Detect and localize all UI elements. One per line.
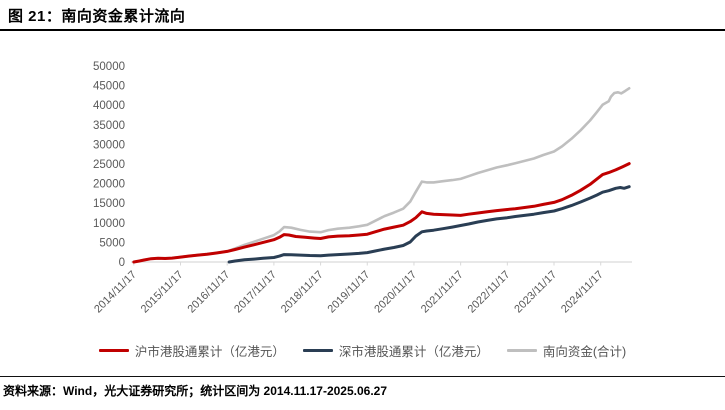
legend-swatch-sz — [302, 349, 333, 352]
legend-item-sz: 深市港股通累计（亿港元） — [302, 341, 489, 360]
legend-item-sh: 沪市港股通累计（亿港元） — [98, 341, 285, 360]
x-axis-tick-label: 2015/11/17 — [139, 269, 186, 316]
chart-canvas: 0 5000 10000 15000 20000 25000 30000 35000 40000… — [92, 61, 632, 316]
y-axis-tick-label: 5000 — [99, 237, 125, 249]
y-axis-tick-label: 50000 — [93, 61, 125, 73]
x-axis-tick-label: 2014/11/17 — [92, 269, 139, 316]
line-chart: 0 5000 10000 15000 20000 25000 30000 35000 40000… — [0, 36, 725, 336]
y-axis-tick-label: 40000 — [93, 100, 125, 112]
title-rule — [0, 29, 725, 31]
x-axis-tick-label: 2023/11/17 — [512, 269, 559, 316]
x-axis-tick-label: 2019/11/17 — [326, 269, 373, 316]
legend-swatch-sh — [98, 349, 129, 352]
y-axis-tick-label: 25000 — [93, 159, 125, 171]
source-note: 资料来源：Wind，光大证券研究所；统计区间为 2014.11.17-2025.… — [3, 384, 388, 398]
series-line-sh — [132, 162, 631, 264]
y-axis-tick-label: 0 — [119, 257, 125, 269]
figure-title: 图 21：南向资金累计流向 — [8, 8, 186, 25]
y-axis-tick-label: 15000 — [93, 198, 125, 210]
x-axis-tick-label: 2016/11/17 — [185, 269, 232, 316]
source-divider — [0, 376, 725, 377]
series-line-sz — [227, 185, 631, 264]
x-axis-tick-label: 2022/11/17 — [466, 269, 513, 316]
y-axis-tick-label: 20000 — [93, 179, 125, 191]
x-axis-tick-label: 2018/11/17 — [279, 269, 326, 316]
y-axis-tick-label: 10000 — [93, 218, 125, 230]
x-axis-tick-label: 2024/11/17 — [559, 269, 606, 316]
y-axis-tick-label: 35000 — [93, 120, 125, 132]
x-axis-tick-label: 2020/11/17 — [372, 269, 419, 316]
legend-label-total: 南向资金(合计) — [542, 345, 627, 359]
chart-legend: 沪市港股通累计（亿港元） 深市港股通累计（亿港元） 南向资金(合计) — [0, 341, 725, 360]
series-line-total — [132, 87, 631, 264]
y-axis-tick-label: 45000 — [93, 81, 125, 93]
legend-label-sh: 沪市港股通累计（亿港元） — [134, 345, 285, 359]
y-axis-tick-label: 30000 — [93, 139, 125, 151]
x-axis-tick-label: 2017/11/17 — [232, 269, 279, 316]
legend-item-total: 南向资金(合计) — [506, 341, 627, 360]
x-axis-tick-label: 2021/11/17 — [419, 269, 466, 316]
legend-label-sz: 深市港股通累计（亿港元） — [338, 345, 489, 359]
legend-swatch-total — [506, 349, 537, 352]
